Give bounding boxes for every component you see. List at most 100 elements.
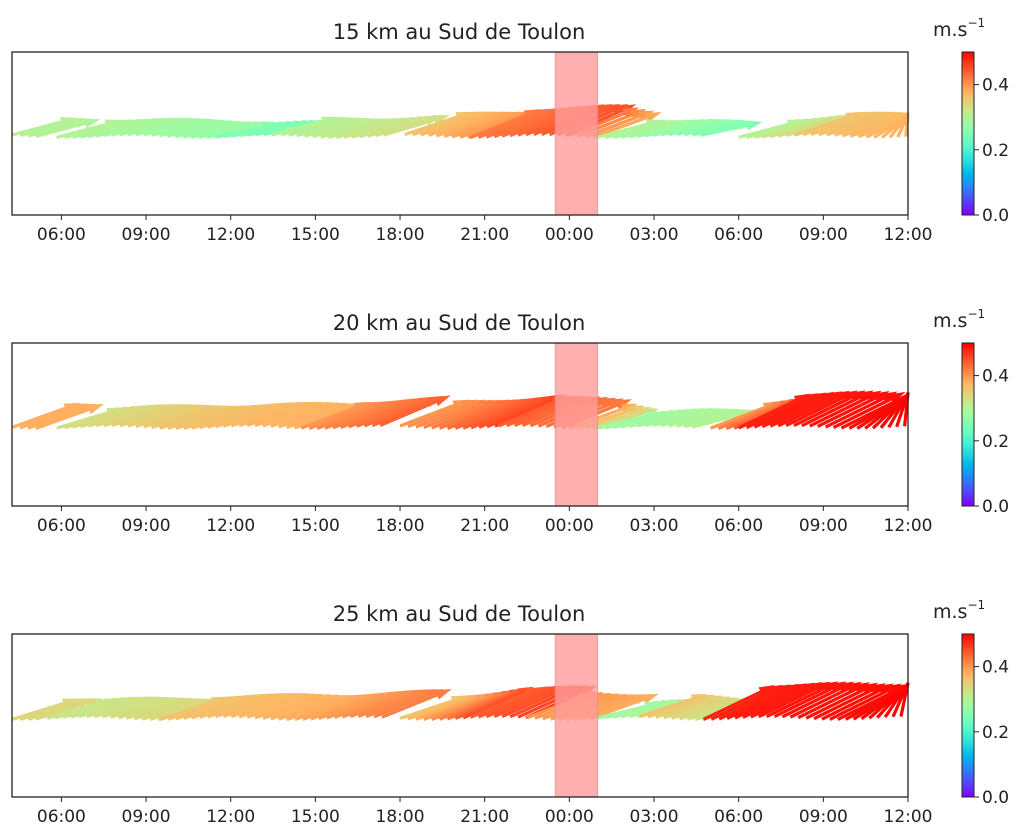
x-tick-label: 18:00 (376, 225, 425, 245)
x-tick-label: 21:00 (460, 225, 509, 245)
wind-arrow (684, 409, 744, 429)
colorbar-tick-label: 0.0 (982, 497, 1009, 517)
wind-arrow (199, 694, 263, 719)
wind-arrow (278, 403, 342, 429)
x-tick-label: 06:00 (714, 225, 763, 245)
wind-arrow (272, 117, 333, 137)
x-tick-label: 09:00 (799, 225, 848, 245)
wind-arrow (493, 686, 561, 718)
panel-title: 15 km au Sud de Toulon (333, 20, 586, 44)
wind-arrow (676, 409, 736, 428)
wind-arrow (296, 117, 357, 138)
wind-arrow (431, 693, 496, 721)
wind-arrow (462, 398, 529, 430)
wind-arrow (725, 400, 792, 430)
colorbar (961, 342, 975, 507)
wind-arrow (750, 683, 818, 719)
wind-arrow (454, 399, 521, 430)
x-tick-label: 03:00 (630, 807, 679, 827)
wind-arrow (498, 396, 565, 428)
wind-arrow (230, 693, 295, 719)
x-tick-label: 00:00 (545, 516, 594, 536)
x-tick-label: 18:00 (376, 516, 425, 536)
wind-arrow-head (83, 118, 101, 129)
wind-arrow (111, 404, 174, 428)
wind-arrow (381, 689, 447, 719)
wind-arrow-head (745, 120, 763, 131)
wind-arrow (738, 120, 799, 139)
x-tick-label: 06:00 (714, 807, 763, 827)
wind-arrow (809, 391, 878, 428)
wind-arrow (183, 405, 247, 430)
wind-arrow (842, 112, 906, 138)
wind-arrow (294, 695, 359, 721)
x-tick-label: 21:00 (460, 516, 509, 536)
wind-arrow (462, 687, 530, 720)
wind-arrow (742, 683, 811, 719)
wind-arrow (70, 697, 132, 719)
wind-arrow (367, 116, 429, 138)
wind-arrow (349, 690, 415, 719)
wind-arrow (246, 402, 310, 428)
x-tick-label: 12:00 (206, 516, 255, 536)
wind-arrow (79, 406, 142, 429)
wind-arrow (110, 697, 172, 719)
wind-arrow (793, 391, 862, 427)
wind-arrow (199, 405, 263, 430)
wind-arrow (327, 119, 389, 139)
wind-arrow (734, 684, 803, 720)
wind-arrow (446, 690, 513, 721)
x-tick-label: 09:00 (122, 807, 171, 827)
x-tick-label: 18:00 (376, 807, 425, 827)
wind-arrow (415, 695, 480, 721)
wind-arrow (254, 402, 318, 428)
wind-arrow (423, 694, 488, 721)
wind-arrow (254, 694, 319, 720)
wind-arrow (810, 112, 874, 137)
wind-arrow (127, 118, 187, 137)
wind-arrow (95, 405, 158, 428)
wind-arrow (668, 409, 728, 428)
wind-arrow (383, 115, 445, 137)
wind-arrow (655, 695, 718, 719)
wind-arrow (278, 695, 342, 721)
wind-arrow (404, 112, 468, 137)
wind-arrow (832, 393, 901, 429)
wind-arrow (797, 683, 866, 720)
wind-arrow (341, 691, 407, 719)
x-tick-label: 09:00 (122, 516, 171, 536)
wind-arrow (207, 694, 271, 719)
wind-arrow (407, 400, 473, 428)
wind-arrow (11, 403, 76, 429)
wind-arrow (765, 682, 834, 718)
wind-arrow (899, 682, 910, 717)
panel-1: 15 km au Sud de Toulon 06:00 09:00 12:00 15… (11, 16, 1009, 245)
wind-arrow (477, 109, 544, 139)
colorbar-ticks: 0.0 0.2 0.4 (974, 367, 1009, 517)
wind-arrow (222, 693, 287, 719)
wind-arrow (826, 112, 890, 137)
wind-arrow (478, 397, 546, 429)
wind-arrow (710, 685, 779, 721)
wind-arrow (702, 686, 771, 721)
wind-arrow (438, 400, 505, 430)
wind-arrow (230, 402, 295, 428)
wind-arrow (62, 698, 124, 719)
wind-arrow (64, 120, 124, 140)
wind-arrow (133, 698, 196, 721)
wind-arrow (834, 112, 898, 137)
wind-arrow (805, 683, 874, 720)
wind-arrow (829, 684, 898, 721)
wind-arrow (375, 116, 437, 138)
wind-arrow (125, 698, 188, 720)
plot-frame (11, 633, 909, 798)
wind-arrow (597, 120, 657, 139)
x-tick-label: 15:00 (291, 225, 340, 245)
wind-arrow (777, 391, 846, 428)
wind-arrow (477, 687, 545, 719)
wind-arrow (11, 698, 74, 721)
colorbar-tick-label: 0.0 (982, 788, 1009, 808)
wind-arrow (141, 699, 204, 721)
wind-arrow (286, 695, 351, 721)
